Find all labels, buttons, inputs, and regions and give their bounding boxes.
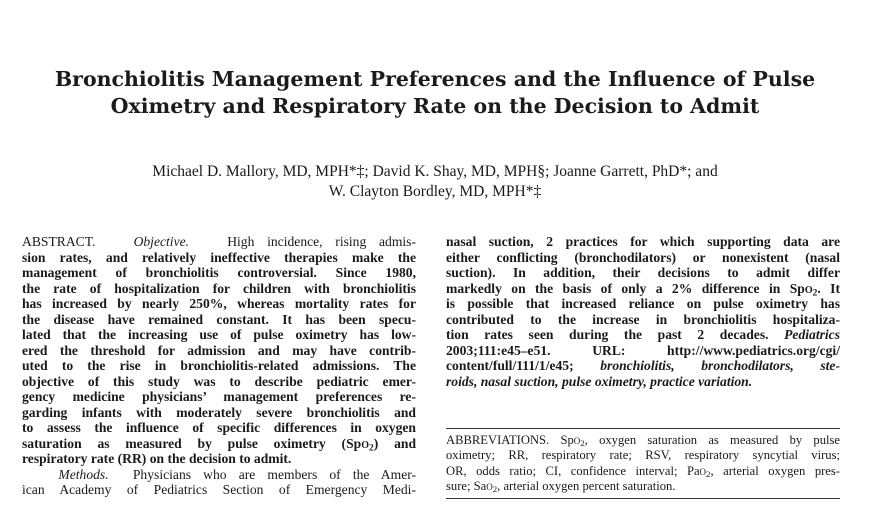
abstract-line: management of bronchiolitis controversia…	[22, 265, 416, 280]
abstract-line: contributed to the increase in bronchiol…	[446, 311, 840, 327]
abstract-line: the disease have remained constant. It h…	[22, 311, 416, 327]
journal-name: Pediatrics	[784, 327, 840, 342]
author-line: Michael D. Mallory, MD, MPH*‡; David K. …	[152, 163, 718, 180]
article-title: Bronchiolitis Management Preferences and…	[40, 66, 830, 120]
abstract-line: garding infants with moderately severe b…	[22, 404, 416, 420]
abstract-line: suction). In addition, their decisions t…	[446, 265, 840, 280]
abstract-line: Methods. Physicians who are members of t…	[58, 466, 417, 482]
abstract-line: either conflicting (bronchodilators) or …	[446, 249, 840, 265]
keywords: roids, nasal suction, pulse oximetry, pr…	[446, 373, 753, 389]
abstract-line: respiratory rate (RR) on the decision to…	[22, 451, 292, 466]
title-line: Bronchiolitis Management Preferences and…	[54, 67, 816, 91]
abstract-line: to assess the influence of specific diff…	[22, 420, 416, 435]
abstract-line: has increased by nearly 250%, whereas mo…	[22, 296, 416, 311]
abstract-line: ican Academy of Pediatrics Section of Em…	[22, 482, 416, 497]
keywords: bronchiolitis, bronchodilators, ste-	[600, 358, 840, 373]
abstract-line: gency medicine physicians’ management pr…	[22, 389, 416, 404]
abbreviations-line: OR, odds ratio; CI, confidence interval;…	[446, 463, 840, 479]
abstract-line: markedly on the basis of only a 2% diffe…	[446, 280, 840, 298]
abstract-line: tion rates seen during the past 2 decade…	[446, 327, 840, 342]
abstract-line: uted to the rise in bronchiolitis-relate…	[22, 358, 416, 373]
abstract-line: 2003;111:e45–e51. URL: http://www.pediat…	[446, 342, 840, 358]
abbreviations-line: sure; Sao2, arterial oxygen percent satu…	[446, 479, 676, 495]
title-line: Oximetry and Respiratory Rate on the Dec…	[110, 94, 760, 118]
abbreviations-line: ABBREVIATIONS. Spo2, oxygen saturation a…	[446, 433, 840, 449]
abstract-right-column: nasal suction, 2 practices for which sup…	[446, 234, 840, 389]
abstract-line: sion rates, and relatively ineffective t…	[22, 249, 416, 265]
abstract-line: the rate of hospitalization for children…	[22, 280, 416, 296]
author-list: Michael D. Mallory, MD, MPH*‡; David K. …	[40, 162, 830, 202]
abstract-line: saturation as measured by pulse oximetry…	[22, 435, 417, 453]
abstract-line: roids, nasal suction, pulse oximetry, pr…	[446, 374, 840, 390]
abstract-left-column: ABSTRACT. Objective. High incidence, ris…	[22, 234, 416, 498]
abstract-line: ABSTRACT. Objective. High incidence, ris…	[22, 234, 416, 249]
abstract-line: objective of this study was to describe …	[22, 373, 416, 389]
abstract-line: ered the threshold for admission and may…	[22, 342, 416, 358]
abstract-line: nasal suction, 2 practices for which sup…	[446, 234, 840, 249]
author-line: W. Clayton Bordley, MD, MPH*‡	[328, 183, 542, 200]
abstract-line: content/full/111/1/e45; bronchiolitis, b…	[446, 358, 840, 373]
abbreviations-box: ABBREVIATIONS. Spo2, oxygen saturation a…	[446, 428, 840, 499]
abstract-line: is possible that increased reliance on p…	[446, 296, 840, 311]
abstract-line: lated that the increasing use of pulse o…	[22, 327, 416, 342]
abbreviations-line: oximetry; RR, respiratory rate; RSV, res…	[446, 448, 840, 463]
